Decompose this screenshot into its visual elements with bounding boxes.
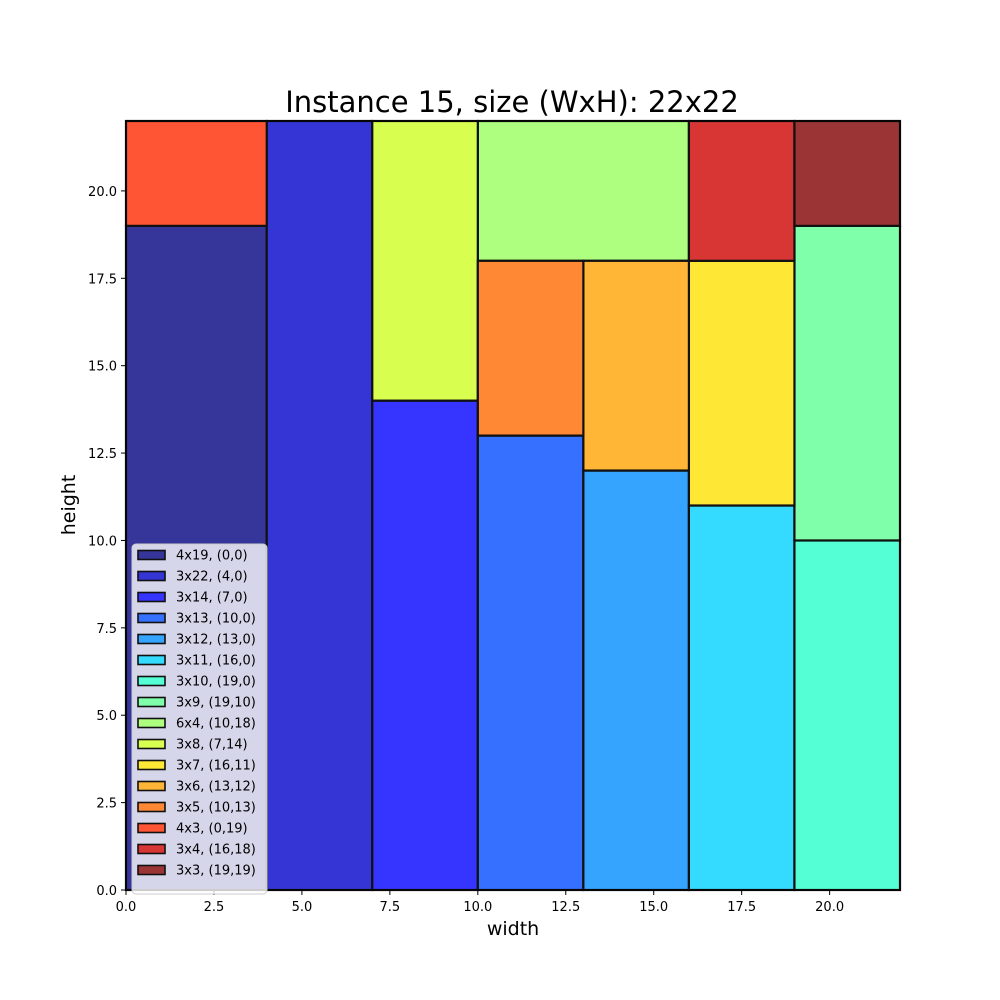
legend-entry-label: 3x3, (19,19): [176, 864, 256, 879]
x-tick-label: 5.0: [292, 900, 313, 915]
x-tick-label: 2.5: [204, 900, 225, 915]
legend-swatch: [137, 675, 166, 687]
legend-entry-label: 3x6, (13,12): [176, 780, 256, 795]
packed-rect-14: [687, 119, 796, 262]
y-tick-label: 17.5: [88, 272, 117, 287]
packed-rect-7: [793, 224, 902, 542]
legend-entry-label: 3x14, (7,0): [176, 591, 248, 606]
legend-swatch: [137, 612, 166, 624]
legend-swatch: [137, 864, 166, 876]
y-tick-label: 20.0: [88, 185, 117, 200]
y-tick-label: 10.0: [88, 534, 117, 549]
legend-swatch: [137, 654, 166, 666]
rectangles-layer: [124, 119, 902, 892]
chart-title: Instance 15, size (WxH): 22x22: [285, 85, 739, 119]
packed-rect-8: [476, 119, 691, 262]
y-tick-label: 5.0: [96, 709, 117, 724]
legend-entry-label: 4x3, (0,19): [176, 822, 248, 837]
x-axis-ticks: 0.0 2.5 5.0 7.5 10.0 12.5 15.0 17.5 20.0: [116, 890, 844, 915]
packed-rect-11: [582, 259, 691, 472]
plot-frame: [125, 120, 901, 891]
legend-entry-label: 3x10, (19,0): [176, 675, 256, 690]
packed-rect-2: [371, 399, 479, 892]
legend-entry-label: 3x4, (16,18): [176, 843, 256, 858]
packed-rect-1: [265, 119, 374, 892]
legend-entry-label: 3x22, (4,0): [176, 570, 248, 585]
legend-swatch: [137, 759, 166, 771]
packed-rect-15: [793, 119, 902, 227]
legend-swatch: [137, 696, 166, 708]
legend-entry-label: 3x11, (16,0): [176, 654, 256, 669]
x-tick-label: 12.5: [551, 900, 580, 915]
x-axis-label: width: [487, 918, 539, 940]
y-tick-label: 7.5: [96, 622, 117, 637]
legend-entry-label: 3x8, (7,14): [176, 738, 248, 753]
packed-rect-10: [687, 259, 796, 507]
legend-entry-label: 3x7, (16,11): [176, 759, 256, 774]
legend-swatch: [137, 717, 166, 729]
legend-swatch: [137, 591, 166, 603]
legend-swatch: [137, 570, 166, 582]
y-tick-label: 12.5: [88, 447, 117, 462]
x-tick-label: 20.0: [815, 900, 844, 915]
y-tick-label: 0.0: [96, 884, 117, 899]
packed-rect-9: [371, 119, 479, 402]
legend-entry-label: 3x12, (13,0): [176, 633, 256, 648]
y-tick-label: 2.5: [96, 797, 117, 812]
legend-entry-label: 3x13, (10,0): [176, 612, 256, 627]
legend-entry-label: 4x19, (0,0): [176, 549, 248, 564]
legend-entry-label: 6x4, (10,18): [176, 717, 256, 732]
x-tick-label: 10.0: [463, 900, 492, 915]
packed-rect-12: [476, 259, 585, 437]
packed-rect-5: [687, 504, 796, 892]
x-tick-label: 17.5: [727, 900, 756, 915]
y-tick-label: 15.0: [88, 360, 117, 375]
packed-rect-3: [476, 434, 585, 892]
legend-swatch: [137, 822, 166, 834]
legend-swatch: [137, 633, 166, 645]
legend-swatch: [137, 738, 166, 750]
packed-rect-6: [793, 539, 902, 892]
x-tick-label: 0.0: [116, 900, 137, 915]
y-axis-ticks: 0.0 2.5 5.0 7.5 10.0 12.5 15.0 17.5 20.0: [88, 185, 126, 899]
legend-entry-label: 3x5, (10,13): [176, 801, 256, 816]
x-tick-label: 7.5: [380, 900, 401, 915]
legend-swatch: [137, 780, 166, 792]
legend-swatch: [137, 801, 166, 813]
y-axis-label: height: [58, 475, 80, 536]
legend: 4x19, (0,0) 3x22, (4,0) 3x14, (7,0) 3x13, (…: [131, 543, 268, 895]
x-tick-label: 15.0: [639, 900, 668, 915]
legend-swatch: [137, 843, 166, 855]
legend-swatch: [137, 549, 166, 561]
packed-rect-13: [124, 119, 268, 227]
legend-entry-label: 3x9, (19,10): [176, 696, 256, 711]
packed-rect-4: [582, 469, 691, 892]
